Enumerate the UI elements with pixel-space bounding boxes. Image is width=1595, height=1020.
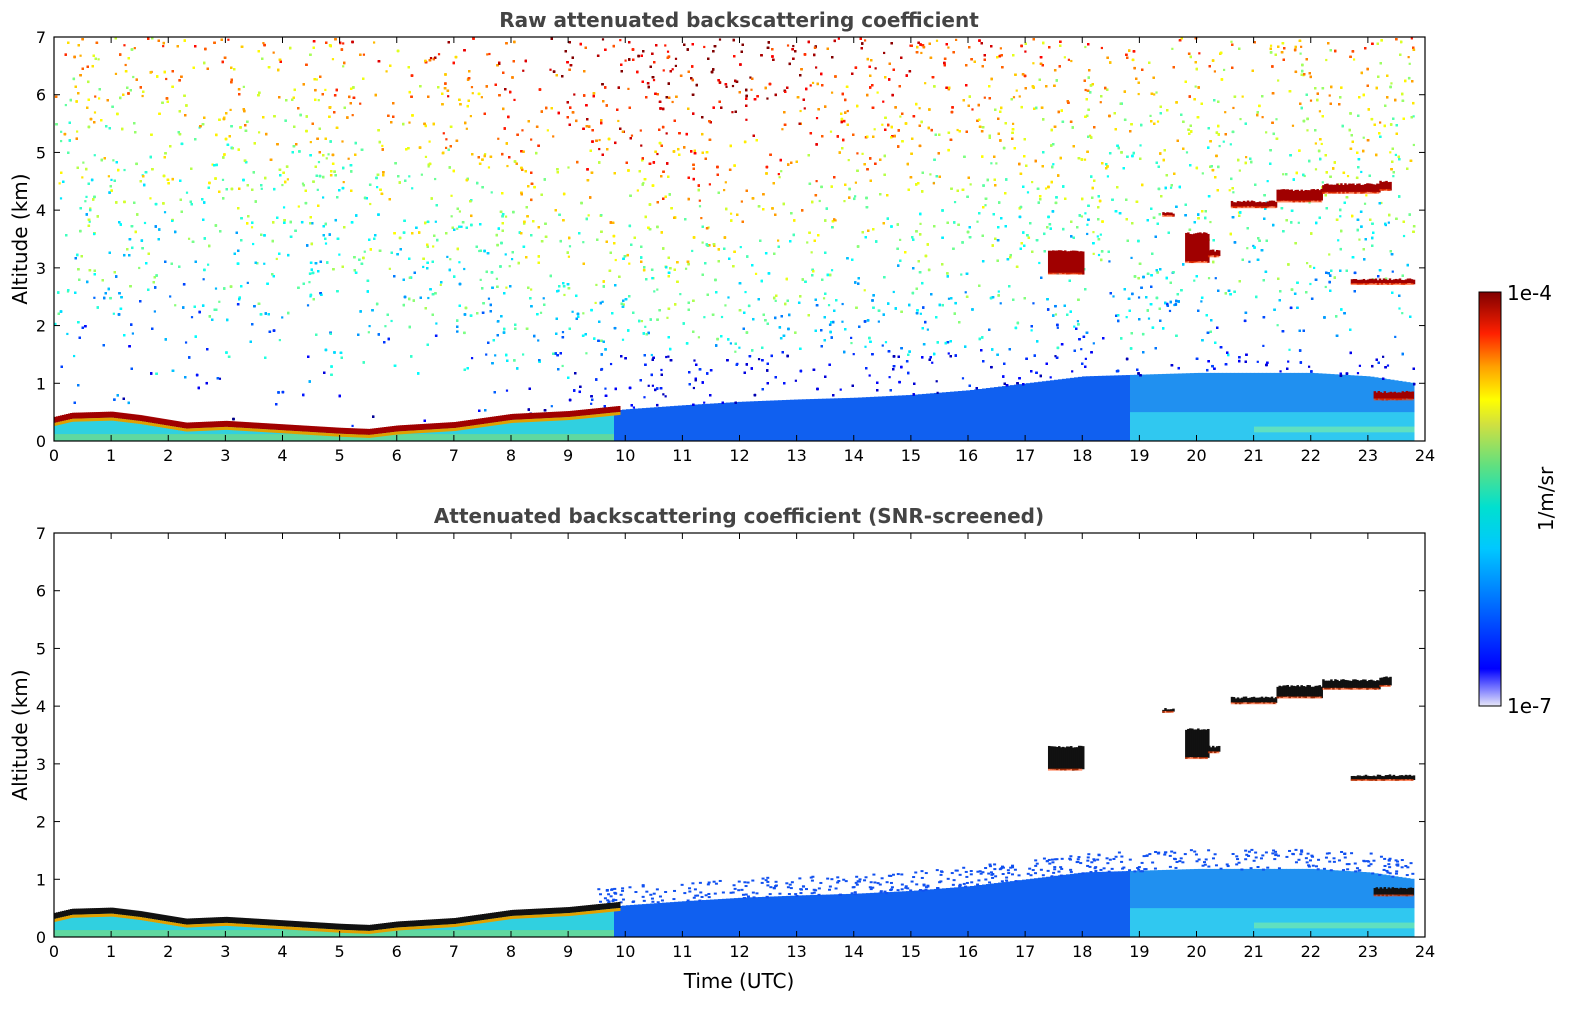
x-tick-label: 12 — [729, 942, 749, 961]
x-tick-label: 0 — [49, 942, 59, 961]
y-tick-label: 0 — [36, 928, 46, 947]
x-tick-label: 23 — [1358, 942, 1378, 961]
x-tick-label: 5 — [335, 446, 345, 465]
x-tick-label: 22 — [1301, 446, 1321, 465]
x-tick-label: 12 — [729, 446, 749, 465]
x-tick-label: 11 — [672, 446, 692, 465]
x-tick-label: 13 — [786, 942, 806, 961]
y-tick-label: 3 — [36, 755, 46, 774]
x-tick-label: 24 — [1415, 446, 1435, 465]
heatmap-area — [54, 676, 1416, 937]
y-tick-label: 5 — [36, 143, 46, 162]
x-tick-label: 21 — [1243, 446, 1263, 465]
x-tick-label: 7 — [449, 446, 459, 465]
x-tick-label: 17 — [1015, 446, 1035, 465]
chart-title: Raw attenuated backscattering coefficien… — [499, 8, 979, 32]
x-axis: 0 1 2 3 4 5 6 7 8 9 10 11 12 13 14 15 16 17 18 19 20 21 22 23 24 — [49, 37, 1435, 465]
x-tick-label: 1 — [106, 446, 116, 465]
x-tick-label: 19 — [1129, 942, 1149, 961]
x-axis-label: Time (UTC) — [683, 969, 795, 993]
y-tick-label: 3 — [36, 259, 46, 278]
x-tick-label: 20 — [1186, 446, 1206, 465]
y-tick-label: 1 — [36, 374, 46, 393]
x-tick-label: 4 — [277, 446, 287, 465]
y-tick-label: 4 — [36, 697, 46, 716]
x-tick-label: 19 — [1129, 446, 1149, 465]
x-tick-label: 14 — [844, 446, 864, 465]
raw-backscatter-panel: Raw attenuated backscattering coefficien… — [8, 8, 1435, 465]
x-tick-label: 10 — [615, 942, 635, 961]
x-axis: 0 1 2 3 4 5 6 7 8 9 10 11 12 13 14 15 16 17 18 19 20 21 22 23 24 — [49, 533, 1435, 961]
heatmap-cells — [54, 676, 1416, 937]
heatmap-canvas — [54, 37, 1416, 441]
y-tick-label: 7 — [36, 28, 46, 47]
colorbar-min-label: 1e-7 — [1507, 694, 1552, 718]
y-tick-label: 2 — [36, 813, 46, 832]
y-tick-label: 5 — [36, 639, 46, 658]
y-tick-label: 0 — [36, 432, 46, 451]
y-tick-label: 6 — [36, 86, 46, 105]
y-axis: 0 1 2 3 4 5 6 7 — [36, 28, 1425, 451]
x-tick-label: 2 — [163, 446, 173, 465]
x-tick-label: 8 — [506, 942, 516, 961]
colorbar-gradient — [1478, 291, 1502, 707]
x-tick-label: 20 — [1186, 942, 1206, 961]
x-tick-label: 17 — [1015, 942, 1035, 961]
colorbar-max-label: 1e-4 — [1507, 281, 1552, 305]
x-tick-label: 23 — [1358, 446, 1378, 465]
colorbar: 1e-4 1e-7 1/m/sr — [1478, 281, 1558, 718]
x-tick-label: 22 — [1301, 942, 1321, 961]
y-axis-label: Altitude (km) — [8, 173, 32, 304]
x-tick-label: 11 — [672, 942, 692, 961]
x-tick-label: 15 — [901, 942, 921, 961]
x-tick-label: 3 — [220, 446, 230, 465]
x-tick-label: 24 — [1415, 942, 1435, 961]
y-axis-label: Altitude (km) — [8, 669, 32, 800]
y-tick-label: 7 — [36, 524, 46, 543]
y-axis: 0 1 2 3 4 5 6 7 — [36, 524, 1425, 947]
x-tick-label: 6 — [392, 446, 402, 465]
screened-backscatter-panel: Attenuated backscattering coefficient (S… — [8, 504, 1435, 993]
x-tick-label: 15 — [901, 446, 921, 465]
x-tick-label: 18 — [1072, 942, 1092, 961]
x-tick-label: 2 — [163, 942, 173, 961]
colorbar-unit-label: 1/m/sr — [1534, 466, 1558, 531]
x-tick-label: 16 — [958, 446, 978, 465]
heatmap-canvas — [54, 676, 1416, 937]
x-tick-label: 7 — [449, 942, 459, 961]
x-tick-label: 21 — [1243, 942, 1263, 961]
y-tick-label: 2 — [36, 317, 46, 336]
x-tick-label: 9 — [563, 942, 573, 961]
x-tick-label: 4 — [277, 942, 287, 961]
x-tick-label: 14 — [844, 942, 864, 961]
x-tick-label: 1 — [106, 942, 116, 961]
y-tick-label: 4 — [36, 201, 46, 220]
y-tick-label: 6 — [36, 582, 46, 601]
x-tick-label: 18 — [1072, 446, 1092, 465]
x-tick-label: 5 — [335, 942, 345, 961]
x-tick-label: 8 — [506, 446, 516, 465]
x-tick-label: 13 — [786, 446, 806, 465]
x-tick-label: 16 — [958, 942, 978, 961]
x-tick-label: 0 — [49, 446, 59, 465]
x-tick-label: 10 — [615, 446, 635, 465]
x-tick-label: 3 — [220, 942, 230, 961]
x-tick-label: 6 — [392, 942, 402, 961]
x-tick-label: 9 — [563, 446, 573, 465]
heatmap-cells — [54, 37, 1416, 441]
heatmap-area — [54, 37, 1416, 441]
y-tick-label: 1 — [36, 870, 46, 889]
chart-title: Attenuated backscattering coefficient (S… — [434, 504, 1044, 528]
